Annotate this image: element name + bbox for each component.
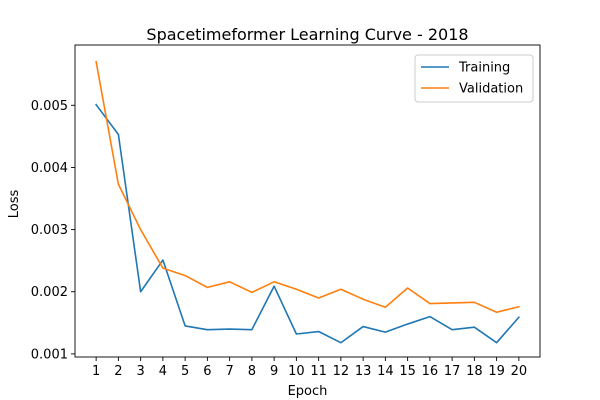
legend-label-validation: Validation — [459, 82, 523, 97]
series-line-training — [95, 103, 520, 344]
legend-label-training: Training — [458, 61, 510, 76]
x-tick-label: 6 — [203, 364, 211, 379]
chart-title: Spacetimeformer Learning Curve - 2018 — [146, 25, 468, 44]
legend: Training Validation — [414, 54, 534, 103]
y-tick-label: 0.001 — [31, 347, 68, 362]
x-tick-label: 19 — [488, 364, 505, 379]
x-tick-label: 15 — [399, 364, 416, 379]
x-tick-label: 7 — [225, 364, 233, 379]
y-axis-label: Loss — [7, 190, 22, 219]
plot-area: 1 2 3 4 5 6 7 8 9 10 11 12 13 14 15 16 17 18 19 200.0010.00… — [31, 44, 541, 379]
x-tick-label: 3 — [136, 364, 144, 379]
x-tick-label: 8 — [248, 364, 256, 379]
y-tick-label: 0.004 — [31, 161, 68, 176]
x-axis-label: Epoch — [288, 384, 328, 399]
y-tick-label: 0.002 — [31, 285, 68, 300]
x-tick-label: 1 — [92, 364, 100, 379]
x-tick-label: 5 — [181, 364, 189, 379]
x-tick-label: 18 — [466, 364, 483, 379]
y-tick-label: 0.003 — [31, 223, 68, 238]
series-line-validation — [95, 60, 520, 314]
x-tick-label: 20 — [511, 364, 528, 379]
x-tick-label: 11 — [310, 364, 327, 379]
x-tick-label: 17 — [444, 364, 461, 379]
x-tick-label: 13 — [355, 364, 372, 379]
y-tick-label: 0.005 — [31, 99, 68, 114]
x-tick-label: 9 — [270, 364, 278, 379]
x-tick-label: 12 — [333, 364, 350, 379]
x-tick-label: 16 — [422, 364, 439, 379]
axes-frame — [74, 44, 541, 358]
x-tick-label: 10 — [288, 364, 305, 379]
x-tick-label: 2 — [114, 364, 122, 379]
x-tick-label: 14 — [377, 364, 394, 379]
x-tick-label: 4 — [159, 364, 167, 379]
